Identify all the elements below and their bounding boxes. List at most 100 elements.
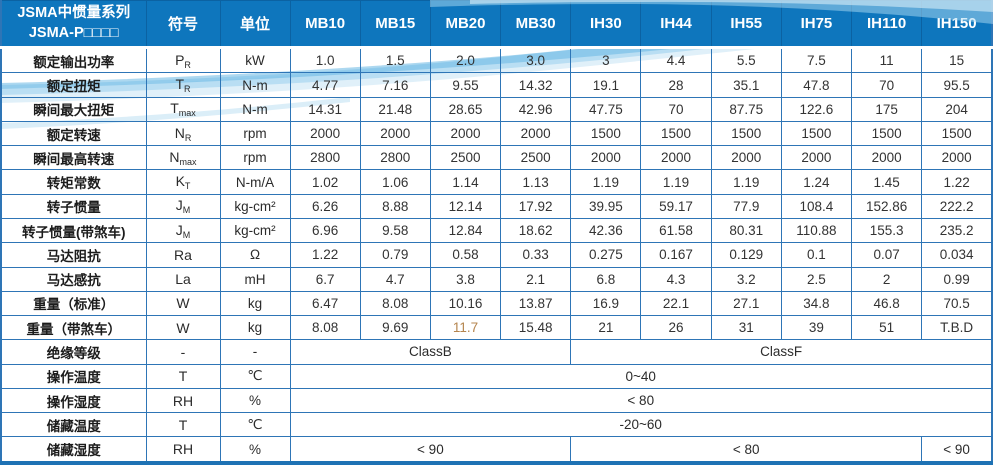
row-label: 额定扭矩	[0, 72, 147, 98]
spec-row-5: 转矩常数 KT N-m/A 1.02 1.06 1.14 1.13 1.19 1.19 1.19 1…	[0, 169, 993, 195]
symbol-subscript: R	[184, 84, 191, 95]
unit-cell: kg	[219, 290, 291, 317]
spec-cell-ih30: 21	[570, 315, 642, 341]
merged-cell: -20~60	[289, 412, 993, 438]
spec-row-14: 操作湿度 RH% < 80	[0, 387, 993, 414]
spec-cell-ih110: 70	[850, 72, 923, 98]
series-title: JSMA中惯量系列 JSMA-P□□□□	[0, 0, 147, 49]
spec-cell-ih55: 2000	[710, 145, 782, 171]
spec-row-1: 额定扭矩 TR N-m 4.77 7.16 9.55 14.32 19.1 28 35.1 47.8…	[0, 72, 993, 98]
symbol-cell: JM	[145, 218, 221, 244]
col-header-ih150: IH150	[921, 0, 993, 49]
spec-cell-ih75: 34.8	[780, 290, 853, 317]
spec-cell-mb30: 15.48	[500, 315, 572, 341]
symbol-cell: KT	[145, 169, 221, 195]
spec-cell-mb15: 8.08	[359, 290, 431, 317]
spec-cell-ih44: 4.4	[640, 47, 712, 74]
spec-cell-mb15: 2800	[359, 145, 431, 171]
symbol-cell: T	[145, 412, 221, 438]
spec-cell-ih110: 11	[850, 47, 923, 74]
spec-cell-ih110: 0.07	[850, 242, 923, 268]
spec-cell-ih75: 122.6	[780, 96, 853, 122]
spec-cell-mb10: 1.02	[289, 169, 361, 195]
spec-cell-ih55: 27.1	[710, 290, 782, 317]
spec-cell-ih30: 19.1	[570, 72, 642, 98]
spec-cell-ih150: 70.5	[921, 290, 993, 317]
spec-cell-mb20: 1.14	[429, 169, 502, 195]
spec-cell-mb10: 6.47	[289, 290, 361, 317]
spec-cell-ih30: 6.8	[570, 266, 642, 292]
spec-cell-mb15: 1.5	[359, 47, 431, 74]
spec-cell-ih44: 0.167	[640, 242, 712, 268]
spec-cell-mb20: 2.0	[429, 47, 502, 74]
spec-cell-ih44: 61.58	[640, 218, 712, 244]
spec-cell-mb20: 3.8	[429, 266, 502, 292]
spec-cell-ih150: 235.2	[921, 218, 993, 244]
spec-cell-mb30: 2500	[500, 145, 572, 171]
spec-cell-ih75: 0.1	[780, 242, 853, 268]
spec-row-0: 额定输出功率 PR kW 1.0 1.5 2.0 3.0 3 4.4 5.5 7.5 11 15	[0, 47, 993, 74]
spec-cell-ih75: 47.8	[780, 72, 853, 98]
row-label: 绝缘等级	[0, 339, 147, 365]
spec-cell-mb30: 14.32	[500, 72, 572, 98]
row-label: 重量（标准）	[0, 290, 147, 317]
spec-cell-ih150: 2000	[921, 145, 993, 171]
symbol-cell: PR	[145, 47, 221, 74]
symbol-cell: TR	[145, 72, 221, 98]
spec-cell-ih75: 2000	[780, 145, 853, 171]
row-label: 马达阻抗	[0, 242, 147, 268]
unit-cell: mH	[219, 266, 291, 292]
unit-cell: %	[219, 436, 291, 464]
row-label: 操作温度	[0, 363, 147, 389]
row-label: 转子惯量	[0, 193, 147, 220]
spec-row-9: 马达感抗 La mH 6.7 4.7 3.8 2.1 6.8 4.3 3.2 2.5 2 0.99	[0, 266, 993, 292]
spec-cell-ih30: 16.9	[570, 290, 642, 317]
row-label: 储藏温度	[0, 412, 147, 438]
merged-cell: 0~40	[289, 363, 993, 389]
spec-cell-mb30: 17.92	[500, 193, 572, 220]
spec-cell-mb30: 2000	[500, 120, 572, 147]
header-row: JSMA中惯量系列 JSMA-P□□□□ 符号 单位 MB10 MB15 MB20 M…	[0, 0, 993, 49]
spec-cell-mb20: 2000	[429, 120, 502, 147]
spec-cell-mb15: 8.88	[359, 193, 431, 220]
spec-cell-ih44: 59.17	[640, 193, 712, 220]
unit-cell: kg-cm²	[219, 193, 291, 220]
spec-cell-ih44: 22.1	[640, 290, 712, 317]
row-label: 瞬间最大扭矩	[0, 96, 147, 122]
spec-cell-mb10: 6.7	[289, 266, 361, 292]
spec-cell-mb30: 2.1	[500, 266, 572, 292]
row-label: 转子惯量(带煞车)	[0, 218, 147, 244]
spec-cell-ih150: 0.99	[921, 266, 993, 292]
spec-cell-ih55: 31	[710, 315, 782, 341]
spec-row-15: 储藏温度 T ℃ -20~60	[0, 412, 993, 438]
spec-cell-ih150: 1500	[921, 120, 993, 147]
symbol-subscript: T	[184, 181, 191, 192]
col-header-mb15: MB15	[359, 0, 431, 49]
col-header-mb30: MB30	[500, 0, 572, 49]
row-label: 额定转速	[0, 120, 147, 147]
spec-cell-ih30: 1.19	[570, 169, 642, 195]
spec-cell-ih75: 1.24	[780, 169, 853, 195]
row-label: 重量（带煞车）	[0, 315, 147, 341]
unit-cell: ℃	[219, 412, 291, 438]
row-label: 瞬间最高转速	[0, 145, 147, 171]
spec-cell-mb30: 0.33	[500, 242, 572, 268]
spec-cell-mb20: 2500	[429, 145, 502, 171]
spec-cell-ih44: 4.3	[640, 266, 712, 292]
spec-cell-ih55: 3.2	[710, 266, 782, 292]
spec-row-7: 转子惯量(带煞车) JM kg-cm² 6.96 9.58 12.84 18.62 42.36…	[0, 218, 993, 244]
unit-cell: -	[219, 339, 291, 365]
spec-cell-ih55: 1.19	[710, 169, 782, 195]
spec-cell-mb15: 1.06	[359, 169, 431, 195]
symbol-cell: RH	[145, 436, 221, 464]
spec-cell-mb30: 13.87	[500, 290, 572, 317]
symbol-subscript: R	[184, 59, 191, 70]
spec-cell-mb10: 1.0	[289, 47, 361, 74]
spec-cell-ih55: 1500	[710, 120, 782, 147]
spec-table-body: 额定输出功率 PR kW 1.0 1.5 2.0 3.0 3 4.4 5.5 7.5 11 15 额定扭矩…	[0, 47, 993, 464]
spec-cell-ih150: 15	[921, 47, 993, 74]
spec-cell-ih55: 87.75	[710, 96, 782, 122]
merged-cell: < 90	[289, 436, 572, 464]
spec-cell-mb10: 6.26	[289, 193, 361, 220]
